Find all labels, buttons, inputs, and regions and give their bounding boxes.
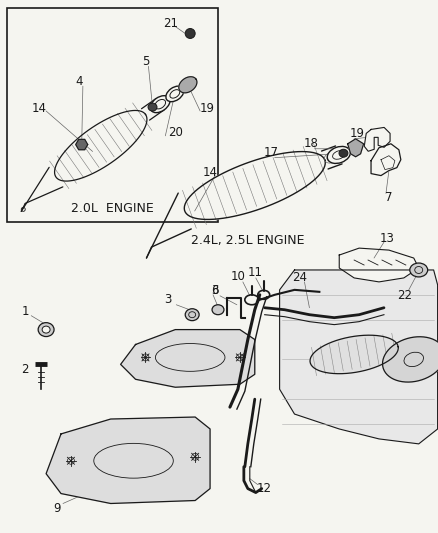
Polygon shape [364,127,389,151]
Bar [7,7,218,222]
Text: 12: 12 [256,482,271,495]
Polygon shape [279,270,437,444]
Ellipse shape [42,326,50,333]
Text: 2.4L, 2.5L ENGINE: 2.4L, 2.5L ENGINE [191,233,304,247]
Text: 19: 19 [349,127,364,140]
Text: 19: 19 [199,101,214,115]
Text: 1: 1 [21,305,29,318]
Ellipse shape [166,86,184,102]
Text: 3: 3 [164,293,172,306]
Text: 14: 14 [202,166,217,179]
Text: 7: 7 [384,191,392,204]
Polygon shape [76,140,88,150]
Text: 17: 17 [264,146,279,159]
Polygon shape [309,335,397,374]
Polygon shape [54,110,147,181]
Text: 18: 18 [303,138,318,150]
Text: 11: 11 [247,266,261,279]
Ellipse shape [150,96,170,112]
Ellipse shape [327,147,350,164]
Text: 21: 21 [162,17,177,30]
Text: 2.0L  ENGINE: 2.0L ENGINE [71,202,154,215]
Ellipse shape [185,28,195,38]
Polygon shape [339,248,418,282]
Text: 13: 13 [378,232,393,245]
Ellipse shape [148,103,157,111]
Text: 4: 4 [75,75,82,88]
Polygon shape [347,139,363,157]
Polygon shape [120,329,254,387]
Text: 6: 6 [211,284,218,297]
Polygon shape [178,77,197,93]
Ellipse shape [38,322,54,336]
Ellipse shape [212,305,223,314]
Polygon shape [46,417,209,504]
Ellipse shape [185,309,199,321]
Text: 9: 9 [53,502,60,515]
Polygon shape [370,144,400,175]
Text: 3: 3 [211,284,218,297]
Text: 5: 5 [141,55,149,68]
Polygon shape [184,151,325,220]
Ellipse shape [409,263,427,277]
Polygon shape [381,337,438,382]
Ellipse shape [338,149,347,157]
Text: 10: 10 [230,270,245,284]
Text: 24: 24 [291,271,306,285]
Text: 20: 20 [167,126,182,139]
Text: 2: 2 [21,363,29,376]
Text: 14: 14 [32,101,46,115]
Text: 22: 22 [396,289,411,302]
